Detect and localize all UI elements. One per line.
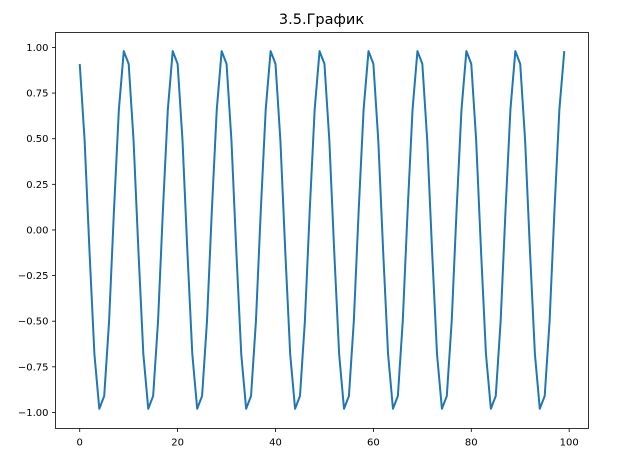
x-tick-label: 40 (269, 438, 282, 449)
x-tick-label: 60 (367, 438, 380, 449)
x-tick-label: 20 (171, 438, 184, 449)
y-tick-label: 1.00 (26, 43, 48, 54)
plot-frame (55, 32, 589, 429)
y-tick-label: 0.00 (26, 225, 48, 236)
y-tick-label: 0.25 (26, 180, 48, 191)
series-line (78, 50, 566, 410)
y-tick-label: −0.25 (18, 271, 49, 282)
y-tick-label: −1.00 (18, 408, 49, 419)
x-tick-label: 0 (77, 438, 83, 449)
x-tick-label: 80 (465, 438, 478, 449)
y-tick-label: 0.75 (26, 89, 48, 100)
y-tick-label: −0.50 (18, 317, 49, 328)
y-tick-label: −0.75 (18, 362, 49, 373)
chart-title: 3.5.График (279, 12, 364, 28)
x-tick-label: 100 (560, 438, 579, 449)
y-tick-label: 0.50 (26, 134, 48, 145)
